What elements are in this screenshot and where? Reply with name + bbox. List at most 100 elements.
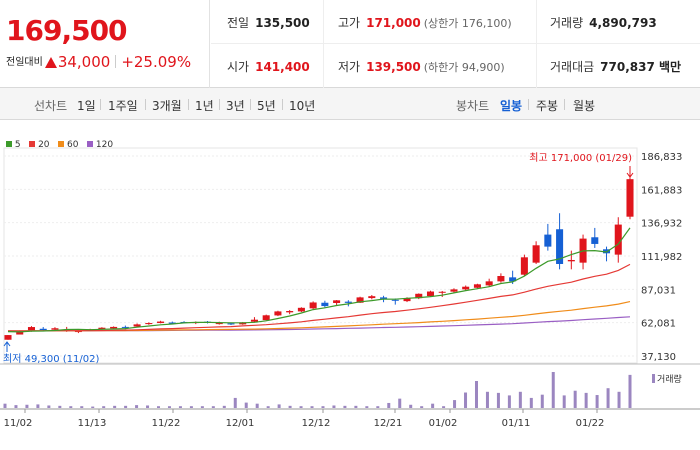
up-triangle-icon (44, 57, 57, 68)
volume-bar (135, 405, 139, 408)
tab-10y[interactable]: 10년 (289, 99, 316, 113)
x-tick-label: 12/12 (302, 418, 331, 429)
volume-legend-swatch (652, 374, 655, 383)
candle-body (27, 327, 35, 331)
candle-body (286, 311, 294, 313)
tab-3m[interactable]: 3개월 (152, 99, 182, 113)
change-row: 전일대비 34,000 +25.09% (6, 53, 191, 71)
low-annotation: 최저 49,300 (11/02) (3, 353, 99, 365)
volume-bar (69, 406, 73, 408)
high-price: 고가 171,000 (상한가 176,100) (338, 16, 512, 30)
volume-bar (244, 402, 248, 408)
candle-body (473, 284, 481, 288)
candle-body (168, 322, 176, 324)
volume-bar (277, 404, 281, 408)
volume: 거래량 4,890,793 (550, 16, 657, 30)
volume-bar (299, 406, 303, 408)
price-box: 169,500 전일대비 34,000 +25.09% (0, 0, 210, 88)
tab-daily[interactable]: 일봉 (500, 99, 523, 113)
volume-bar (200, 406, 204, 408)
open-price: 시가 141,400 (227, 60, 310, 74)
volume-bar (178, 406, 182, 408)
low-arrow-head (3, 341, 11, 347)
ma60-line (8, 301, 631, 332)
volume-bar (573, 390, 577, 408)
candle-body (121, 326, 129, 328)
candle-body (274, 311, 282, 316)
volume-bar (354, 405, 358, 408)
volume-bar (102, 406, 106, 408)
candle-body (380, 297, 388, 299)
candle-body (297, 307, 305, 312)
change-amount: 34,000 (57, 53, 111, 71)
candle-body (391, 299, 399, 301)
quote-info-grid: 전일 135,500 고가 171,000 (상한가 176,100) 거래량 4,89… (211, 0, 700, 88)
candle-body (485, 281, 493, 286)
volume-bar (14, 405, 18, 408)
volume-bar (310, 406, 314, 408)
candle-body (509, 277, 517, 282)
trade-amount: 거래대금 770,837 백만 (550, 60, 682, 74)
candle-body (51, 328, 59, 330)
tab-1d[interactable]: 1일 (77, 99, 96, 113)
x-tick-label: 01/22 (576, 418, 605, 429)
volume-bar (157, 406, 161, 408)
candle-body (133, 324, 141, 327)
candle-body (426, 291, 435, 297)
candle-body (626, 179, 634, 217)
volume-bar (584, 392, 588, 408)
volume-bar (496, 392, 500, 408)
volume-bar (507, 395, 511, 408)
candle-body (227, 323, 235, 325)
volume-bar (420, 406, 424, 408)
volume-bar (606, 388, 610, 408)
tab-1y[interactable]: 1년 (195, 99, 214, 113)
volume-bar (266, 406, 270, 408)
volume-bar (167, 406, 171, 408)
candle-body (497, 276, 505, 282)
volume-bar (113, 405, 117, 408)
ma-legend: 5 20 60 120 (6, 140, 113, 150)
candle-body (356, 297, 364, 303)
candle-body (250, 319, 258, 322)
candle-body (544, 234, 552, 247)
volume-bar (551, 372, 555, 408)
tab-5y[interactable]: 5년 (257, 99, 276, 113)
volume-bar (453, 400, 457, 408)
ma5-line (7, 227, 631, 333)
volume-bar (211, 406, 215, 408)
volume-bar (628, 374, 632, 408)
volume-bar (255, 403, 259, 408)
volume-bar (222, 405, 226, 408)
y-tick-label: 87,031 (641, 285, 676, 296)
volume-bar (343, 405, 347, 408)
volume-bar (233, 397, 237, 408)
volume-bar (47, 405, 51, 408)
candle-body (309, 302, 317, 309)
tab-weekly[interactable]: 주봉 (536, 99, 559, 113)
candle-chart-label: 봉차트 (456, 99, 490, 113)
tab-monthly[interactable]: 월봉 (573, 99, 596, 113)
volume-bar (91, 406, 95, 408)
volume-bar (595, 395, 599, 408)
tab-1w[interactable]: 1주일 (108, 99, 138, 113)
volume-bar (485, 391, 489, 408)
y-tick-label: 62,081 (641, 319, 676, 330)
volume-bar (387, 402, 391, 408)
volume-bar (442, 406, 446, 408)
prev-close: 전일 135,500 (227, 16, 310, 30)
candle-body (520, 257, 528, 275)
volume-bar (288, 405, 292, 408)
volume-bar (562, 395, 566, 408)
ma60-swatch (58, 141, 65, 147)
volume-legend-label: 거래량 (657, 373, 682, 385)
y-tick-label: 37,130 (641, 352, 676, 363)
quote-panel: 169,500 전일대비 34,000 +25.09% 전일 135,500 고가 17… (0, 0, 700, 88)
candle-body (215, 323, 223, 325)
volume-bar (529, 397, 533, 408)
tab-3y[interactable]: 3년 (226, 99, 245, 113)
x-tick-label: 11/02 (4, 418, 33, 429)
volume-bar (540, 394, 544, 408)
volume-bar (464, 392, 468, 408)
candle-body (403, 298, 411, 302)
